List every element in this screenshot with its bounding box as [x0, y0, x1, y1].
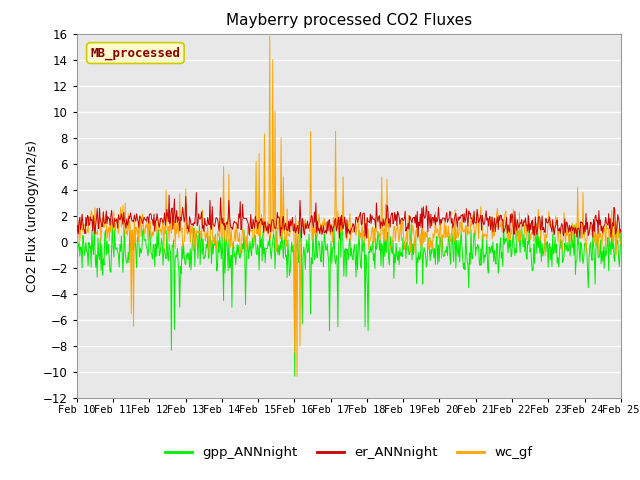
Text: MB_processed: MB_processed: [90, 47, 180, 60]
Title: Mayberry processed CO2 Fluxes: Mayberry processed CO2 Fluxes: [226, 13, 472, 28]
Y-axis label: CO2 Flux (urology/m2/s): CO2 Flux (urology/m2/s): [26, 140, 39, 292]
Legend: gpp_ANNnight, er_ANNnight, wc_gf: gpp_ANNnight, er_ANNnight, wc_gf: [160, 441, 538, 465]
